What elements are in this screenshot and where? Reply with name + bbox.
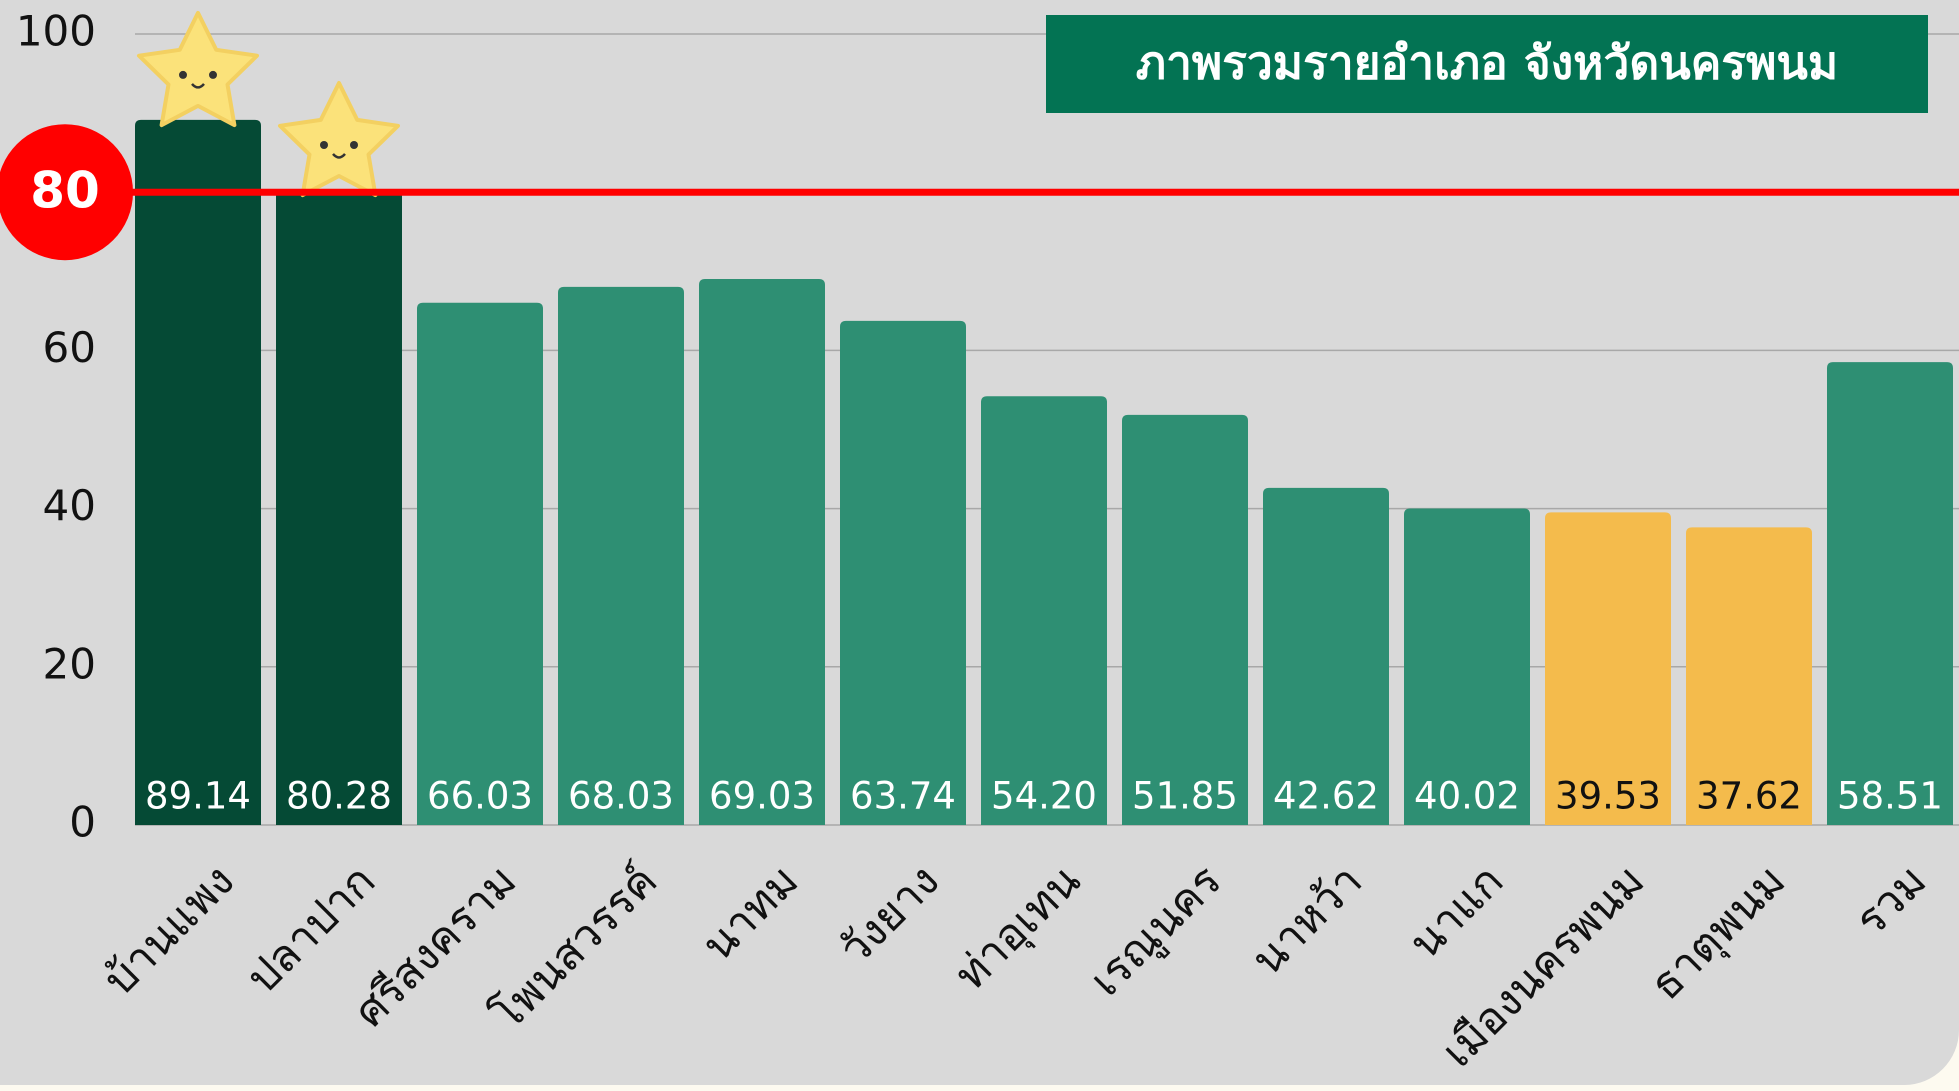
bar: [135, 119, 261, 826]
star-mouth: [332, 153, 346, 159]
value-label: 42.62: [1273, 775, 1379, 818]
bar: [840, 320, 966, 825]
value-label: 51.85: [1132, 775, 1238, 818]
bar: [1404, 508, 1530, 825]
bar: [981, 396, 1107, 825]
value-label: 89.14: [145, 775, 251, 818]
bar: [558, 286, 684, 825]
bar: [1545, 512, 1671, 825]
star-mouth: [191, 83, 205, 89]
y-tick-label: 20: [43, 639, 96, 688]
y-tick-label: 60: [43, 323, 96, 372]
star-decoration: [137, 10, 259, 128]
title-box: [1046, 15, 1928, 113]
value-label: 63.74: [850, 775, 956, 818]
y-tick-label: 40: [43, 481, 96, 530]
star-eye: [350, 140, 358, 149]
bar: [1263, 487, 1389, 825]
star-eye: [320, 140, 328, 149]
bar: [276, 189, 402, 825]
value-label: 54.20: [991, 775, 1097, 818]
marks: [135, 119, 1953, 826]
star-eye: [209, 70, 217, 79]
y-tick-label: 0: [69, 798, 96, 847]
bar: [1686, 527, 1812, 825]
reference-label: 80: [30, 162, 100, 220]
value-label: 58.51: [1837, 775, 1943, 818]
value-label: 69.03: [709, 775, 815, 818]
value-label: 37.62: [1696, 775, 1802, 818]
y-tick-label: 100: [16, 7, 96, 56]
bar: [417, 302, 543, 825]
value-label: 39.53: [1555, 775, 1661, 818]
bar: [1827, 362, 1953, 825]
chart-title: ภาพรวมรายอำเภอ จังหวัดนครพนม: [1136, 36, 1838, 90]
bar: [699, 278, 825, 826]
value-label: 68.03: [568, 775, 674, 818]
value-label: 80.28: [286, 775, 392, 818]
value-label: 66.03: [427, 775, 533, 818]
bar: [1122, 414, 1248, 825]
reference-badge: [0, 124, 133, 261]
value-label: 40.02: [1414, 775, 1520, 818]
star-decoration: [278, 81, 400, 198]
star-eye: [179, 70, 187, 79]
